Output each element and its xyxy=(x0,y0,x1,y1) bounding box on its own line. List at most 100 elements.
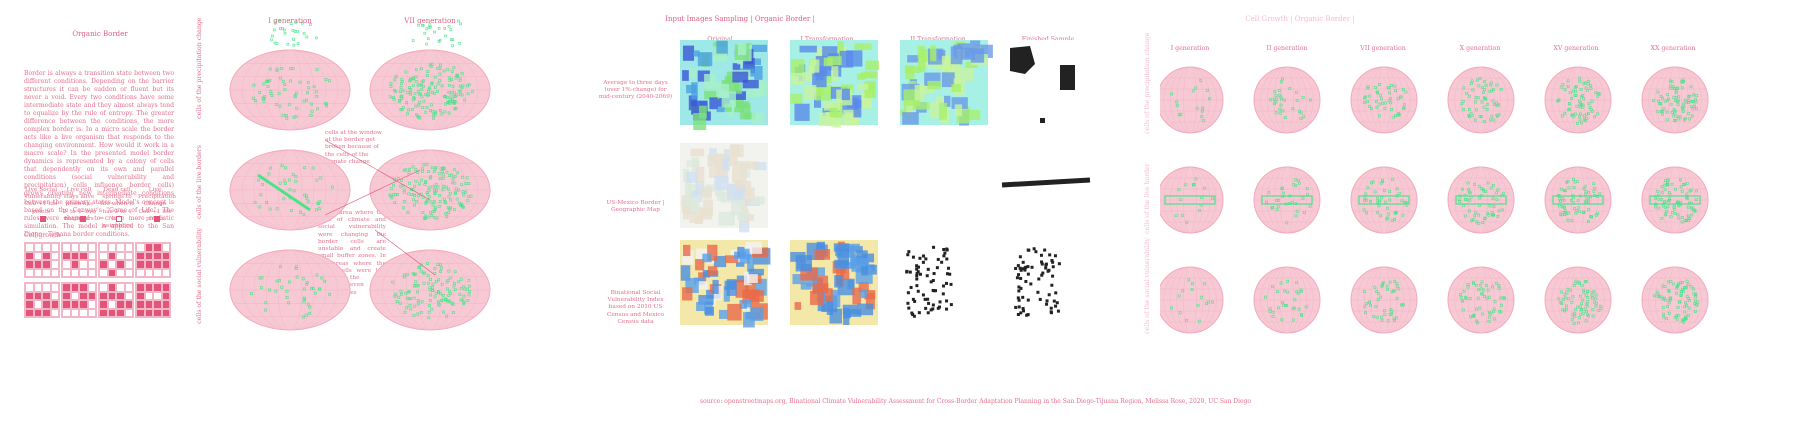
green-cell xyxy=(1385,284,1389,288)
green-cell xyxy=(447,269,451,273)
green-cell xyxy=(1665,110,1669,114)
green-cell xyxy=(302,99,306,103)
sample-dot xyxy=(931,279,935,283)
green-cell xyxy=(1492,213,1496,217)
grid-cell xyxy=(116,251,125,260)
green-cell xyxy=(1692,208,1696,212)
green-cell xyxy=(1574,112,1577,116)
image-patch xyxy=(842,243,860,250)
green-cell xyxy=(459,287,463,291)
green-cell xyxy=(424,201,428,205)
green-cell xyxy=(1654,196,1657,200)
green-cell xyxy=(1308,204,1312,208)
cell-growth-grid xyxy=(135,282,171,318)
green-cell xyxy=(1678,300,1682,304)
gen-globe xyxy=(369,249,491,331)
green-cell xyxy=(1469,112,1473,116)
green-cell xyxy=(1578,103,1582,107)
green-cell xyxy=(257,178,261,182)
green-cell xyxy=(1478,77,1482,80)
minus-symbol: - xyxy=(135,215,138,222)
green-cell xyxy=(1666,93,1669,97)
green-cell xyxy=(1673,212,1677,215)
image-patch xyxy=(721,91,736,108)
green-cell xyxy=(1390,108,1394,111)
grid-cell xyxy=(62,251,71,260)
image-patch xyxy=(852,287,861,305)
green-cell xyxy=(426,37,430,40)
green-cell xyxy=(428,86,432,90)
green-cell xyxy=(328,292,332,296)
green-cell xyxy=(1487,315,1491,319)
green-cell xyxy=(1661,306,1665,310)
grid-cell xyxy=(107,308,116,317)
green-cell xyxy=(1671,211,1674,215)
green-cell xyxy=(1571,89,1575,93)
green-cell xyxy=(1573,311,1577,315)
image-patch xyxy=(698,272,707,283)
green-cell xyxy=(1664,179,1667,183)
image-patch xyxy=(804,85,817,100)
green-cell xyxy=(1680,189,1684,193)
green-cell xyxy=(1570,97,1573,100)
green-cell xyxy=(1664,298,1668,302)
cg-col-1: I generation xyxy=(1170,45,1210,52)
grid-cell xyxy=(116,243,125,252)
green-cell xyxy=(295,106,299,110)
grid-cell xyxy=(42,291,51,300)
image-patch xyxy=(935,96,946,107)
image-patch xyxy=(817,275,829,291)
green-cell xyxy=(426,262,429,265)
image-patch xyxy=(906,100,913,116)
image-patch xyxy=(831,66,839,82)
green-cell xyxy=(431,286,434,290)
green-cell xyxy=(453,282,457,286)
green-cell xyxy=(1660,217,1664,220)
green-cell xyxy=(1179,198,1183,202)
green-cell xyxy=(1370,107,1373,110)
rule-1: Live Social Vulnerability Cell +1 life p… xyxy=(24,187,62,215)
green-cell xyxy=(1194,177,1198,181)
green-cell xyxy=(1378,199,1382,203)
green-cell xyxy=(1198,209,1201,212)
cg-row-label-2: cells of the live border xyxy=(1144,163,1152,234)
green-cell xyxy=(258,205,262,209)
green-cell xyxy=(1596,94,1600,98)
sample-dot xyxy=(915,277,919,281)
grid-cell xyxy=(42,308,51,317)
green-cell xyxy=(455,74,458,78)
green-cell xyxy=(421,85,425,88)
image-patch xyxy=(832,111,841,128)
green-cell xyxy=(428,298,432,302)
grid-cell xyxy=(87,308,96,317)
green-cell xyxy=(1592,300,1596,304)
image-patch xyxy=(722,157,729,170)
green-cell xyxy=(1294,184,1298,188)
green-cell xyxy=(315,95,319,98)
green-cell xyxy=(1584,189,1588,193)
green-cell xyxy=(402,168,406,172)
image-patch xyxy=(718,211,735,226)
green-cell xyxy=(400,80,404,83)
green-cell xyxy=(1488,312,1492,316)
green-cell xyxy=(446,96,450,100)
green-cell xyxy=(406,290,410,294)
sample-dot xyxy=(940,260,944,264)
cg-globe xyxy=(1544,266,1612,334)
sample-dot xyxy=(1030,265,1034,269)
grid-cell xyxy=(25,251,34,260)
green-cell xyxy=(1661,96,1665,100)
sample-dot xyxy=(1040,260,1044,264)
image-patch xyxy=(695,281,708,290)
green-cell xyxy=(439,109,442,112)
green-cell xyxy=(1585,303,1589,306)
green-cell xyxy=(1460,102,1464,106)
green-cell xyxy=(282,197,286,201)
grid-cell xyxy=(153,243,162,252)
sample-dot xyxy=(1017,285,1021,289)
green-cell xyxy=(1374,305,1378,309)
green-cell xyxy=(1465,92,1468,95)
green-cell xyxy=(320,276,324,280)
green-cell xyxy=(1585,112,1589,116)
grid-cell xyxy=(161,268,170,277)
